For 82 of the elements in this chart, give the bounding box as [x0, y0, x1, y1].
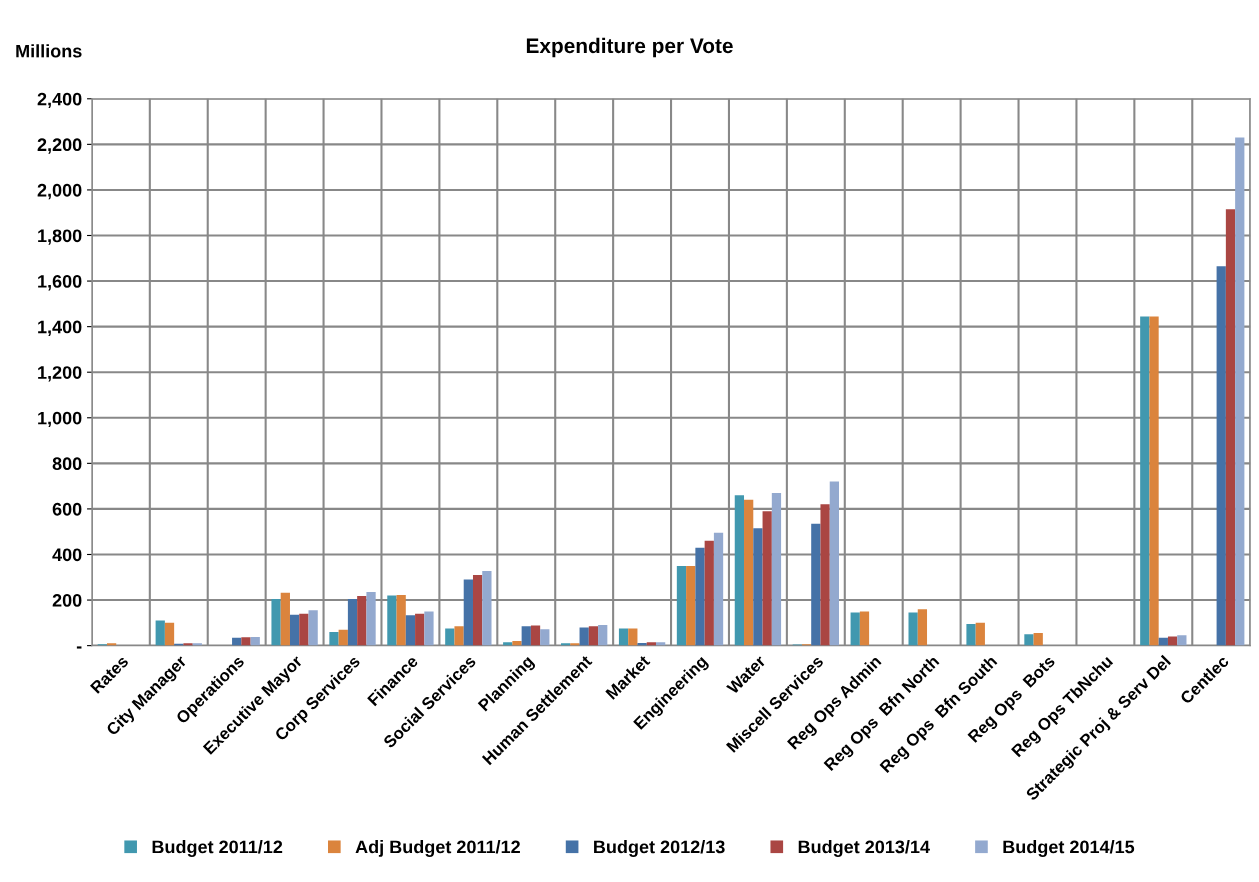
- bar: [676, 565, 687, 646]
- bar: [329, 631, 339, 646]
- bar: [308, 610, 318, 646]
- bar: [908, 612, 918, 646]
- y-tick-label: 1,000: [38, 411, 82, 428]
- bar: [588, 626, 599, 646]
- bar: [521, 626, 531, 646]
- legend-label: Budget 2012/13: [594, 840, 725, 857]
- bar: [570, 643, 580, 646]
- bar: [820, 504, 830, 646]
- bar: [695, 547, 705, 646]
- bar: [540, 629, 550, 646]
- bar: [241, 637, 251, 646]
- bar: [280, 592, 290, 646]
- bar: [579, 627, 589, 646]
- bar: [405, 615, 416, 646]
- bar: [472, 574, 483, 646]
- y-tick-label: 2,200: [37, 138, 82, 154]
- bar: [753, 528, 763, 646]
- bar: [966, 623, 976, 646]
- y-tick-label: 600: [52, 502, 82, 516]
- y-axis-title: Millions: [16, 44, 82, 58]
- y-tick-label: 1,600: [38, 275, 82, 291]
- legend-label: Budget 2014/15: [1003, 840, 1135, 857]
- bar: [338, 629, 348, 646]
- bar: [155, 620, 165, 646]
- bar: [164, 622, 175, 646]
- bar: [1024, 634, 1034, 646]
- y-tick-label: 800: [52, 457, 82, 471]
- bar: [704, 540, 714, 646]
- bar: [463, 579, 473, 646]
- bar: [454, 626, 464, 646]
- bar: [1033, 633, 1043, 646]
- bar: [713, 532, 724, 646]
- y-tick-label: 1,200: [38, 366, 82, 382]
- bar: [1225, 209, 1236, 646]
- bar: [598, 625, 608, 646]
- bar: [415, 613, 425, 646]
- bar: [618, 628, 629, 646]
- bar: [289, 614, 300, 646]
- bar: [271, 598, 281, 646]
- bar: [445, 628, 455, 646]
- y-tick-label: 200: [52, 593, 82, 607]
- bar: [762, 511, 772, 646]
- bar: [771, 492, 782, 646]
- bar: [850, 612, 860, 646]
- bar: [366, 592, 376, 646]
- bar: [1177, 635, 1187, 646]
- bar: [183, 643, 193, 646]
- bar: [744, 499, 754, 646]
- bar: [829, 481, 839, 646]
- bar: [734, 495, 745, 646]
- bar: [628, 628, 638, 646]
- y-tick-label: 1,400: [38, 320, 82, 336]
- bar: [975, 622, 985, 646]
- y-tick-label: 400: [52, 548, 82, 562]
- bar: [1140, 316, 1150, 646]
- legend-label: Adj Budget 2011/12: [355, 840, 520, 857]
- y-tick-label: 1,800: [38, 229, 82, 245]
- bar: [859, 611, 870, 646]
- bar: [530, 625, 541, 646]
- bar: [1235, 137, 1245, 646]
- bar: [387, 595, 397, 646]
- legend-label: Budget 2013/14: [798, 840, 930, 857]
- bar: [250, 636, 260, 646]
- bar: [811, 523, 821, 646]
- y-tick-label: 2,400: [37, 92, 82, 109]
- legend-label: Budget 2011/12: [152, 840, 283, 857]
- bar: [396, 595, 406, 646]
- chart-title: Expenditure per Vote: [526, 37, 733, 58]
- bar: [347, 598, 358, 646]
- y-tick-label: -: [76, 646, 82, 649]
- bar: [424, 611, 434, 646]
- y-tick-label: 2,000: [37, 183, 82, 200]
- bar: [917, 609, 928, 646]
- bar: [1149, 316, 1159, 646]
- bar: [686, 565, 696, 646]
- bar: [299, 613, 309, 646]
- bar: [1216, 266, 1226, 646]
- bar: [482, 570, 492, 646]
- bar: [512, 641, 522, 646]
- bar: [357, 595, 367, 646]
